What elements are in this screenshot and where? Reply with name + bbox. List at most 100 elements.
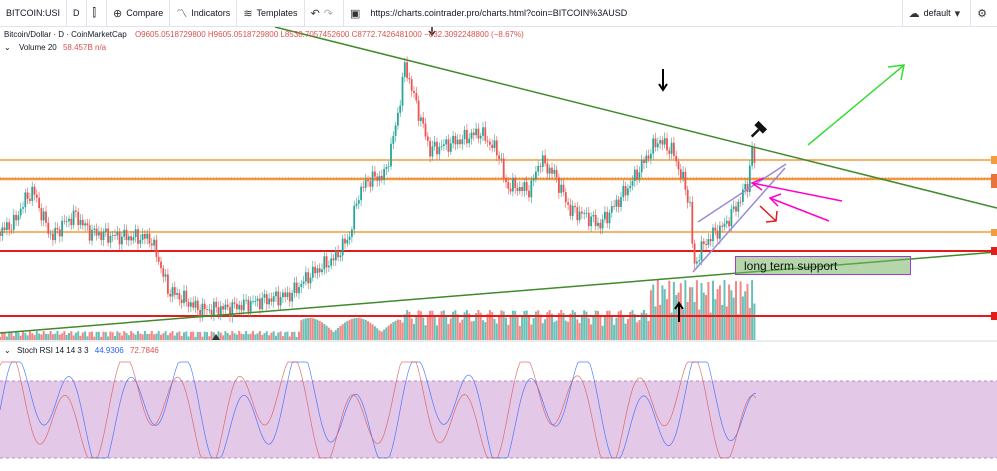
volume-bar bbox=[737, 314, 740, 340]
rsi-collapse-icon[interactable]: ⌄ bbox=[4, 346, 11, 355]
wedge-upper-line[interactable] bbox=[697, 163, 787, 223]
undo-icon[interactable]: ↶ bbox=[310, 7, 320, 20]
candle-body bbox=[261, 297, 264, 310]
long-term-support-box[interactable]: long term support bbox=[735, 256, 911, 275]
volume-bar bbox=[137, 331, 139, 340]
candle-body bbox=[259, 298, 261, 310]
candle-body bbox=[748, 165, 751, 192]
candle-body bbox=[295, 282, 298, 294]
candle-body bbox=[268, 298, 270, 305]
candle-body bbox=[240, 304, 243, 311]
volume-bar bbox=[714, 299, 717, 340]
volume-bar bbox=[245, 331, 248, 340]
volume-bar bbox=[624, 323, 627, 340]
volume-bar bbox=[442, 310, 445, 340]
magenta-arrow-1[interactable] bbox=[750, 177, 843, 202]
volume-bar bbox=[160, 334, 162, 340]
candle-body bbox=[500, 158, 503, 160]
volume-bar bbox=[705, 295, 708, 340]
wedge-lower-line[interactable] bbox=[692, 167, 786, 273]
volume-bar bbox=[323, 323, 326, 340]
volume-bar bbox=[638, 320, 641, 340]
rsi-band bbox=[0, 381, 997, 458]
volume-bar bbox=[447, 324, 450, 340]
candle-body bbox=[171, 287, 174, 297]
candle-body bbox=[378, 175, 381, 181]
volume-bar bbox=[1, 331, 4, 340]
candle-body bbox=[613, 206, 615, 207]
volume-bar bbox=[164, 331, 167, 340]
volume-bar bbox=[622, 314, 625, 340]
volume-bar bbox=[484, 322, 487, 340]
candle-body bbox=[686, 189, 689, 203]
candle-body bbox=[645, 155, 648, 164]
candle-body bbox=[689, 201, 691, 203]
candle-body bbox=[709, 239, 712, 242]
candle-body bbox=[403, 62, 406, 77]
candle-body bbox=[300, 284, 303, 287]
volume-bar bbox=[716, 289, 719, 340]
bar-style-button[interactable]: ⫿ bbox=[87, 0, 108, 26]
gavel-icon[interactable] bbox=[747, 120, 768, 141]
candle-body bbox=[144, 233, 146, 239]
candle-body bbox=[569, 204, 572, 216]
candle-body bbox=[291, 292, 293, 302]
volume-bar bbox=[610, 315, 613, 340]
descending-trendline[interactable] bbox=[274, 27, 997, 209]
candle-body bbox=[495, 140, 498, 156]
compare-button[interactable]: ⊕ Compare bbox=[107, 0, 171, 26]
volume-bar bbox=[475, 313, 478, 340]
black-down-arrow[interactable] bbox=[658, 69, 668, 92]
templates-button[interactable]: ≋ Templates bbox=[237, 0, 305, 26]
volume-bar bbox=[413, 323, 415, 340]
volume-bar bbox=[226, 333, 229, 340]
candle-body bbox=[463, 129, 466, 140]
cloud-icon: ☁ bbox=[908, 7, 920, 20]
candle-body bbox=[571, 205, 574, 216]
indicators-button[interactable]: 〽 Indicators bbox=[170, 0, 238, 26]
volume-bar bbox=[383, 329, 386, 340]
chart-canvas[interactable] bbox=[0, 27, 997, 471]
candle-body bbox=[1, 227, 4, 236]
small-top-arrow[interactable] bbox=[428, 27, 436, 37]
candle-body bbox=[56, 227, 59, 230]
candle-body bbox=[424, 123, 427, 137]
volume-bar bbox=[599, 317, 602, 340]
symbol-title: Bitcoin/Dollar · D · CoinMarketCap bbox=[4, 30, 127, 39]
candle-body bbox=[84, 223, 86, 226]
candle-body bbox=[167, 274, 169, 294]
volume-bar bbox=[86, 336, 89, 340]
green-up-arrow[interactable] bbox=[807, 64, 905, 146]
candle-body bbox=[226, 304, 229, 307]
candle-body bbox=[132, 237, 135, 241]
candle-body bbox=[100, 232, 103, 241]
interval-button[interactable]: D bbox=[67, 0, 87, 26]
symbol-search[interactable]: BITCOIN:USI bbox=[0, 0, 68, 26]
collapse-icon[interactable]: ⌄ bbox=[4, 43, 11, 52]
candle-body bbox=[146, 233, 149, 239]
volume-bar bbox=[196, 331, 199, 340]
candle-body bbox=[592, 214, 595, 217]
snapshot-button[interactable]: ▣ bbox=[344, 0, 364, 26]
volume-bar bbox=[601, 325, 604, 340]
volume-bar bbox=[189, 332, 192, 340]
volume-bar bbox=[362, 319, 365, 340]
settings-button[interactable]: ⚙ bbox=[971, 0, 997, 26]
candle-body bbox=[521, 187, 523, 192]
candle-body bbox=[399, 105, 402, 113]
red-down-arrow[interactable] bbox=[759, 205, 778, 223]
redo-icon[interactable]: ↷ bbox=[323, 7, 333, 20]
candle-body bbox=[670, 142, 673, 154]
volume-bar bbox=[252, 331, 254, 340]
volume-bar bbox=[26, 335, 29, 340]
candle-body bbox=[330, 258, 333, 266]
magenta-arrow-2[interactable] bbox=[768, 193, 830, 222]
volume-bar bbox=[118, 332, 121, 340]
layout-button[interactable]: ☁ default ▾ bbox=[901, 0, 972, 26]
candle-body bbox=[339, 255, 342, 258]
black-up-arrow[interactable] bbox=[674, 301, 684, 322]
volume-bar bbox=[31, 333, 34, 340]
candle-body bbox=[523, 182, 526, 192]
volume-bar bbox=[318, 320, 321, 340]
candle-body bbox=[721, 225, 724, 227]
